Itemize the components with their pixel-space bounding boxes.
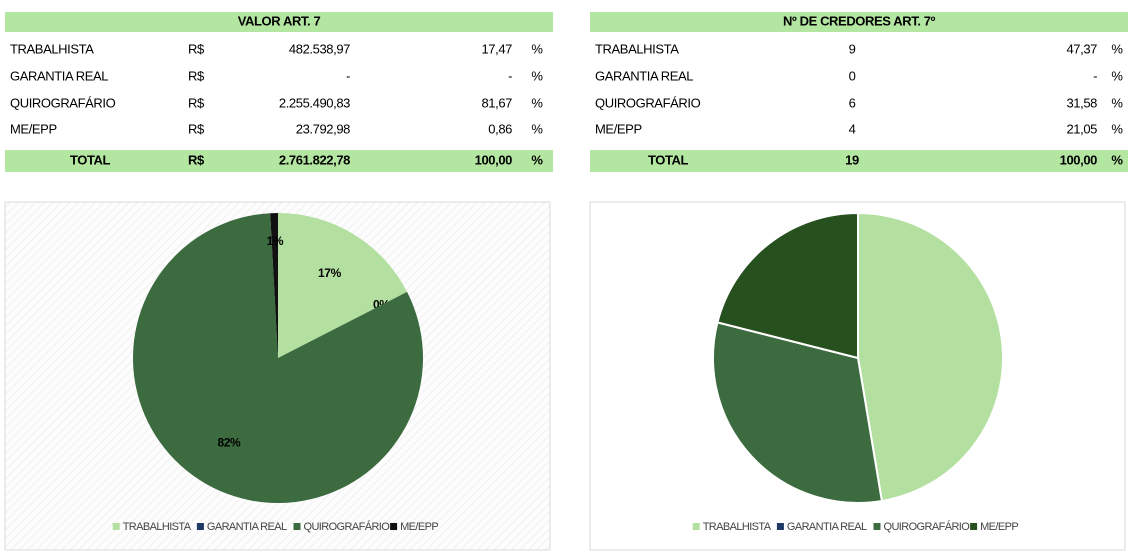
legend-swatch (112, 523, 120, 530)
pie-slice (133, 213, 423, 503)
table-cell: 0,86 (488, 121, 512, 136)
legend-label: QUIROGRAFÁRIO (884, 520, 971, 533)
table-title-band (5, 12, 553, 32)
table-total-cell: 100,00 (475, 152, 513, 167)
table-cell: R$ (188, 121, 205, 136)
legend-swatch (970, 523, 978, 530)
table-cell: % (531, 68, 543, 83)
table-cell: - (508, 68, 512, 83)
legend-label: TRABALHISTA (123, 521, 192, 533)
table-cell: 2.255.490,83 (279, 95, 350, 110)
table-cell: R$ (188, 95, 205, 110)
table-cell: ME/EPP (595, 121, 642, 136)
legend-swatch (776, 523, 784, 530)
table-cell: TRABALHISTA (595, 41, 679, 56)
table-cell: ME/EPP (10, 121, 57, 136)
table-cell: 0 (849, 68, 856, 83)
total-band (5, 150, 553, 172)
pie-slice (270, 213, 278, 358)
legend-swatch (196, 523, 204, 530)
table-cell: 4 (849, 121, 856, 136)
legend-label: ME/EPP (400, 521, 438, 533)
table-cell: QUIROGRAFÁRIO (595, 95, 701, 110)
table-total-cell: TOTAL (70, 152, 111, 167)
legend-swatch (390, 523, 398, 530)
table-total-cell: 100,00 (1060, 152, 1098, 167)
table-cell: 47,37 (1066, 41, 1097, 56)
table-cell: % (1111, 41, 1123, 56)
table-total-cell: 2.761.822,78 (279, 152, 350, 167)
table-cell: 23.792,98 (296, 121, 350, 136)
table-title: Nº DE CREDORES ART. 7º (783, 13, 936, 28)
legend-swatch (692, 523, 700, 530)
table-total-cell: 19 (845, 152, 859, 167)
table-cell: % (1111, 68, 1123, 83)
table-cell: 17,47 (481, 41, 512, 56)
legend-label: QUIROGRAFÁRIO (304, 520, 391, 533)
table-total-cell: % (1111, 152, 1123, 167)
table-cell: QUIROGRAFÁRIO (10, 95, 116, 110)
table-cell: GARANTIA REAL (10, 68, 108, 83)
table-cell: % (1111, 95, 1123, 110)
table-total-cell: TOTAL (648, 152, 689, 167)
legend-swatch (293, 523, 301, 530)
table-cell: R$ (188, 41, 205, 56)
pie-slice (712, 321, 884, 504)
table-cell: 9 (849, 41, 856, 56)
legend-label: GARANTIA REAL (787, 521, 867, 533)
legend-swatch (873, 523, 881, 530)
table-cell: 6 (849, 95, 856, 110)
table-cell: % (1111, 121, 1123, 136)
table-title-band (590, 12, 1128, 32)
pie-label: 17% (318, 266, 342, 280)
legend-label: ME/EPP (980, 521, 1018, 533)
pie-label: 1% (267, 234, 284, 248)
legend-label: TRABALHISTA (703, 521, 772, 533)
pie-slice (716, 211, 859, 360)
table-cell: 31,58 (1066, 95, 1097, 110)
table-cell: % (531, 95, 543, 110)
table-cell: % (531, 41, 543, 56)
table-cell: - (1093, 68, 1097, 83)
table-cell: - (346, 68, 350, 83)
table-cell: 21,05 (1066, 121, 1097, 136)
legend-label: GARANTIA REAL (207, 521, 287, 533)
pie-label: 82% (217, 436, 241, 450)
pie-slice (278, 213, 408, 358)
table-total-cell: R$ (188, 152, 205, 167)
table-cell: % (531, 121, 543, 136)
table-cell: 482.538,97 (289, 41, 350, 56)
table-cell: TRABALHISTA (10, 41, 94, 56)
total-band (590, 150, 1128, 172)
pie-slice (857, 211, 1004, 503)
table-cell: GARANTIA REAL (595, 68, 693, 83)
table-total-cell: % (531, 152, 543, 167)
table-cell: R$ (188, 68, 205, 83)
table-title: VALOR ART. 7 (238, 13, 321, 28)
table-cell: 81,67 (481, 95, 512, 110)
